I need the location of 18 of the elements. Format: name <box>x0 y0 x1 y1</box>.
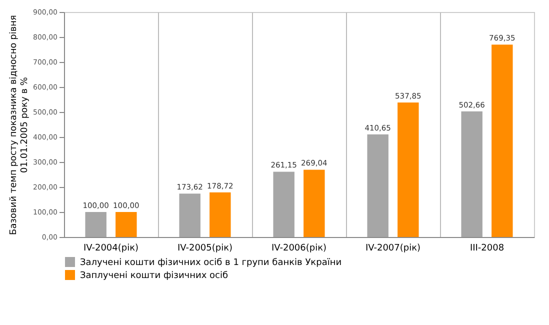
y-axis-title: Базовий темп росту показника відносно рівня 01.01.2005 року в % <box>9 15 30 235</box>
x-tick-label: IV-2006(рік) <box>271 244 327 254</box>
x-tick-label: IV-2005(рік) <box>177 244 233 254</box>
legend-label: Заплучені кошти фізичних осіб <box>80 271 228 281</box>
bar <box>273 172 294 237</box>
bar <box>304 170 325 237</box>
bar <box>210 192 231 237</box>
x-tick-label: IV-2004(рік) <box>83 244 139 254</box>
bar <box>116 212 137 237</box>
x-tick-label: III-2008 <box>470 244 504 254</box>
bar <box>398 102 419 237</box>
bar <box>461 111 482 237</box>
bar <box>367 134 388 237</box>
legend-label: Залучені кошти фізичних осіб в 1 групи банків України <box>80 258 342 268</box>
bar <box>492 44 513 237</box>
bar <box>85 212 106 237</box>
x-tick-label: IV-2007(рік) <box>365 244 421 254</box>
bar <box>179 194 200 237</box>
